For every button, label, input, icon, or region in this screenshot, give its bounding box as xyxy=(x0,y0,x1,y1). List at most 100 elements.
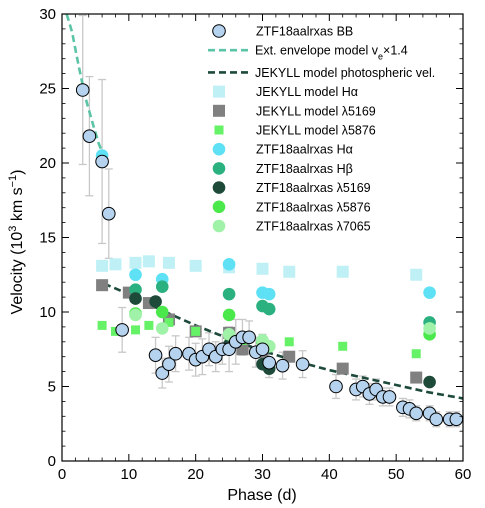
jekyll-ha-point xyxy=(109,258,122,271)
bb-point xyxy=(262,355,276,370)
legend-marker xyxy=(212,219,226,233)
legend-marker xyxy=(212,142,226,156)
jekyll-5876-point xyxy=(191,326,201,336)
legend-marker xyxy=(213,104,225,117)
legend-item: ZTF18aalrxas λ5876 xyxy=(212,200,371,214)
jekyll-ha-point xyxy=(96,259,109,272)
legend-item: JEKYLL model λ5169 xyxy=(213,104,376,118)
y-tick-label: 15 xyxy=(39,230,56,247)
legend-marker xyxy=(212,162,226,175)
legend-label: JEKYLL model photospheric vel. xyxy=(255,66,435,80)
legend-marker xyxy=(212,24,226,38)
jekyll-5876-point xyxy=(338,341,348,351)
x-tick-label: 0 xyxy=(58,466,66,483)
y-axis-label-mid: km s xyxy=(9,187,26,225)
legend-marker xyxy=(212,200,226,214)
legend-item: JEKYLL model Hα xyxy=(213,85,358,99)
bb-point xyxy=(275,358,290,373)
legend-label: Ext. envelope model ve×1.4 xyxy=(255,44,408,62)
bb-point xyxy=(75,83,90,97)
x-tick-label: 50 xyxy=(388,466,405,483)
legend-label-text: ZTF18aalrxas Hβ xyxy=(256,162,353,176)
obs-5169-point xyxy=(149,295,162,308)
y-tick-label: 30 xyxy=(39,6,56,23)
x-tick-label: 30 xyxy=(254,466,271,483)
bb-point xyxy=(429,412,444,427)
jekyll-ha-point xyxy=(336,265,349,278)
bb-point xyxy=(162,357,176,371)
legend: ZTF18aalrxas BB Ext. envelope model ve×1.… xyxy=(208,24,435,234)
legend-label: ZTF18aalrxas BB xyxy=(256,25,353,39)
legend-item: ZTF18aalrxas λ5169 xyxy=(212,181,371,195)
bb-point xyxy=(449,412,463,427)
legend-label: ZTF18aalrxas λ5169 xyxy=(256,181,371,195)
jekyll-5169-point xyxy=(410,371,423,384)
bb-point xyxy=(329,379,343,394)
y-tick-label: 10 xyxy=(39,304,56,321)
legend-label-text: ZTF18aalrxas λ7065 xyxy=(256,220,371,234)
legend-label-text: ZTF18aalrxas λ5169 xyxy=(256,181,371,195)
obs-5876-point xyxy=(155,305,169,319)
obs-ha-point xyxy=(262,287,276,301)
jekyll-5876-point xyxy=(164,317,174,327)
obs-7065-point xyxy=(129,308,142,322)
jekyll-ha-point xyxy=(129,256,142,269)
photospheric-model-line xyxy=(103,282,463,400)
legend-label: JEKYLL model Hα xyxy=(256,85,358,99)
legend-item: JEKYLL model λ5876 xyxy=(214,124,376,138)
legend-item: Ext. envelope model ve×1.4 xyxy=(208,44,408,62)
jekyll-5876-point xyxy=(411,349,421,359)
jekyll-5169-point xyxy=(283,350,296,363)
legend-label-text: JEKYLL model λ5169 xyxy=(256,104,376,118)
y-axis-label-main: Velocity (10 xyxy=(9,232,26,315)
jekyll-ha-point xyxy=(256,262,269,275)
legend-item: ZTF18aalrxas BB xyxy=(212,24,353,39)
legend-marker xyxy=(212,181,226,194)
bb-point xyxy=(101,206,116,221)
obs-5876-point xyxy=(222,308,236,322)
x-tick-label: 10 xyxy=(120,466,137,483)
jekyll-5876-point xyxy=(144,320,154,330)
y-tick-label: 5 xyxy=(48,379,56,396)
legend-label-text: ZTF18aalrxas BB xyxy=(256,25,353,39)
jekyll-ha-point xyxy=(142,255,155,268)
obs-ha-point xyxy=(129,268,142,282)
legend-label-text: Ext. envelope model v xyxy=(255,44,379,58)
y-axis-label-sup: 3 xyxy=(7,226,19,232)
legend-label: ZTF18aalrxas λ7065 xyxy=(256,220,371,234)
legend-label: JEKYLL model λ5876 xyxy=(256,124,376,138)
plot-area xyxy=(65,14,463,428)
legend-label-text: ZTF18aalrxas Hα xyxy=(256,143,353,157)
legend-label: ZTF18aalrxas Hβ xyxy=(256,162,353,176)
jekyll-5169-point xyxy=(96,279,109,292)
x-tick-label: 60 xyxy=(455,466,472,483)
legend-label: ZTF18aalrxas Hα xyxy=(256,143,353,157)
obs-7065-point xyxy=(423,322,436,335)
bb-point xyxy=(382,390,397,404)
jekyll-ha-point xyxy=(410,268,423,281)
bb-point xyxy=(148,348,163,363)
y-axis-label-end: ) xyxy=(9,170,26,175)
legend-label-text: JEKYLL model λ5876 xyxy=(256,124,376,138)
legend-label: JEKYLL model λ5169 xyxy=(256,104,376,118)
legend-item: ZTF18aalrxas Hβ xyxy=(212,162,353,176)
legend-label-tail: ×1.4 xyxy=(383,44,408,58)
x-axis-label: Phase (d) xyxy=(227,487,296,504)
legend-label: ZTF18aalrxas λ5876 xyxy=(256,200,371,214)
axes: 0 10 20 30 40 50 60 0 5 10 15 20 25 30 xyxy=(39,6,471,483)
jekyll-ha-point xyxy=(162,256,175,269)
bb-point xyxy=(168,346,183,361)
bb-point xyxy=(115,323,129,337)
bb-point xyxy=(95,154,109,169)
jekyll-5876-point xyxy=(97,320,107,330)
bb-point xyxy=(409,406,424,421)
envelope-model-line xyxy=(65,14,107,161)
bb-point xyxy=(242,330,256,345)
obs-hb-point xyxy=(222,287,236,301)
obs-ha-point xyxy=(222,258,236,271)
jekyll-5876-point xyxy=(110,326,120,336)
y-tick-label: 25 xyxy=(39,81,56,98)
obs-5169-point xyxy=(423,375,436,389)
obs-5169-point xyxy=(129,292,142,305)
